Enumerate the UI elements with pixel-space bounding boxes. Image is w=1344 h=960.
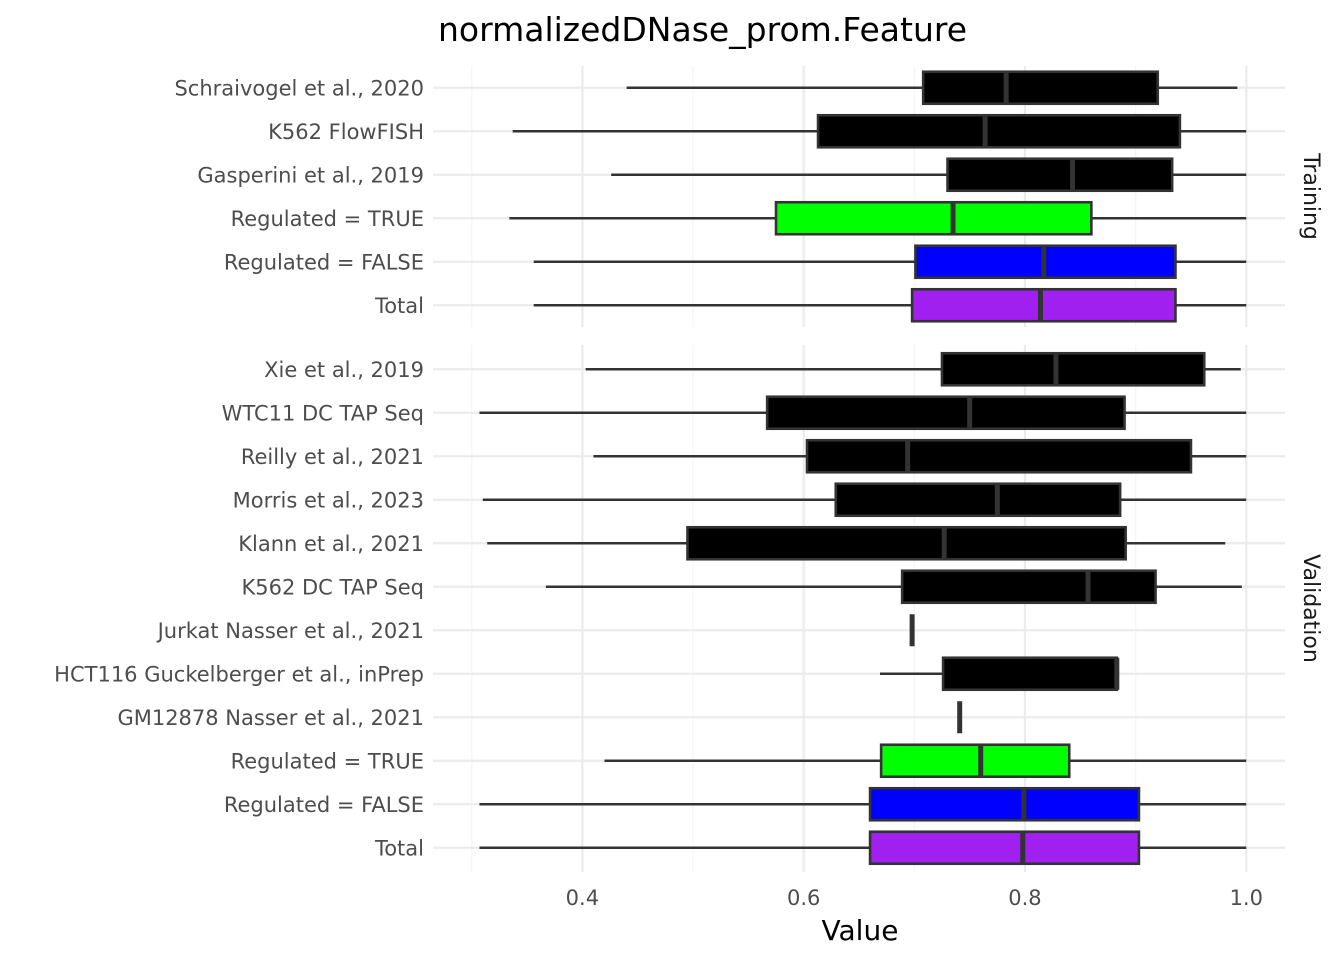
y-tick-label: Total bbox=[374, 294, 424, 318]
box-hct116-guckelberger-et-al-inprep bbox=[880, 656, 1120, 692]
box-regulated-true bbox=[509, 200, 1247, 236]
box-total bbox=[479, 830, 1247, 866]
panel-validation: Xie et al., 2019 WTC11 DC TAP Seq Reilly e… bbox=[54, 345, 1323, 872]
box-iqr bbox=[921, 70, 1160, 106]
box-iqr bbox=[868, 830, 1141, 866]
y-tick-label: Jurkat Nasser et al., 2021 bbox=[156, 619, 424, 643]
y-tick-label: Regulated = FALSE bbox=[224, 250, 424, 274]
box-k562-flowfish bbox=[512, 113, 1247, 149]
facet-strip-label: Training bbox=[1298, 152, 1323, 240]
box-iqr bbox=[941, 656, 1119, 692]
y-tick-label: K562 FlowFISH bbox=[268, 120, 424, 144]
box-iqr bbox=[910, 287, 1177, 323]
box-iqr bbox=[834, 482, 1122, 518]
plot-area: Schraivogel et al., 2020 K562 FlowFISH Gas… bbox=[54, 66, 1323, 910]
box-iqr bbox=[900, 569, 1157, 605]
box-reilly-et-al-2021 bbox=[593, 438, 1247, 474]
box-iqr bbox=[805, 438, 1193, 474]
box-gasperini-et-al-2019 bbox=[611, 157, 1247, 193]
box-iqr bbox=[940, 351, 1206, 387]
y-tick-label: Reilly et al., 2021 bbox=[241, 445, 424, 469]
y-tick-label: Total bbox=[374, 836, 424, 860]
box-regulated-false bbox=[479, 786, 1247, 822]
facet-strip-label: Validation bbox=[1298, 554, 1323, 663]
y-tick-label: Klann et al., 2021 bbox=[238, 532, 424, 556]
box-morris-et-al-2023 bbox=[482, 482, 1247, 518]
x-tick-label: 0.6 bbox=[787, 886, 820, 910]
panel-training: Schraivogel et al., 2020 K562 FlowFISH Gas… bbox=[174, 66, 1323, 327]
box-wtc11-dc-tap-seq bbox=[479, 395, 1247, 431]
x-tick-label: 0.8 bbox=[1008, 886, 1041, 910]
chart-title: normalizedDNase_prom.Feature bbox=[438, 10, 967, 49]
y-tick-label: HCT116 Guckelberger et al., inPrep bbox=[54, 662, 424, 686]
box-iqr bbox=[868, 786, 1141, 822]
box-iqr bbox=[816, 113, 1182, 149]
y-tick-label: Gasperini et al., 2019 bbox=[197, 163, 424, 187]
x-tick-label: 0.4 bbox=[566, 886, 599, 910]
box-total bbox=[533, 287, 1247, 323]
box-regulated-false bbox=[533, 244, 1247, 280]
box-regulated-true bbox=[604, 743, 1247, 779]
x-tick-label: 1.0 bbox=[1230, 886, 1263, 910]
box-xie-et-al-2019 bbox=[585, 351, 1241, 387]
box-iqr bbox=[879, 743, 1071, 779]
box-iqr bbox=[686, 525, 1127, 561]
y-tick-label: Schraivogel et al., 2020 bbox=[174, 76, 424, 100]
box-klann-et-al-2021 bbox=[487, 525, 1226, 561]
box-schraivogel-et-al-2020 bbox=[626, 70, 1238, 106]
y-tick-label: Xie et al., 2019 bbox=[264, 358, 424, 382]
box-iqr bbox=[946, 157, 1174, 193]
y-tick-label: Morris et al., 2023 bbox=[233, 488, 424, 512]
box-iqr bbox=[765, 395, 1126, 431]
x-axis-title: Value bbox=[822, 914, 899, 947]
y-tick-label: Regulated = TRUE bbox=[231, 207, 424, 231]
y-tick-label: Regulated = FALSE bbox=[224, 793, 424, 817]
y-tick-label: WTC11 DC TAP Seq bbox=[222, 401, 424, 425]
y-tick-label: K562 DC TAP Seq bbox=[241, 575, 424, 599]
y-tick-label: GM12878 Nasser et al., 2021 bbox=[117, 706, 424, 730]
box-k562-dc-tap-seq bbox=[545, 569, 1242, 605]
y-tick-label: Regulated = TRUE bbox=[231, 749, 424, 773]
box-iqr bbox=[774, 200, 1093, 236]
